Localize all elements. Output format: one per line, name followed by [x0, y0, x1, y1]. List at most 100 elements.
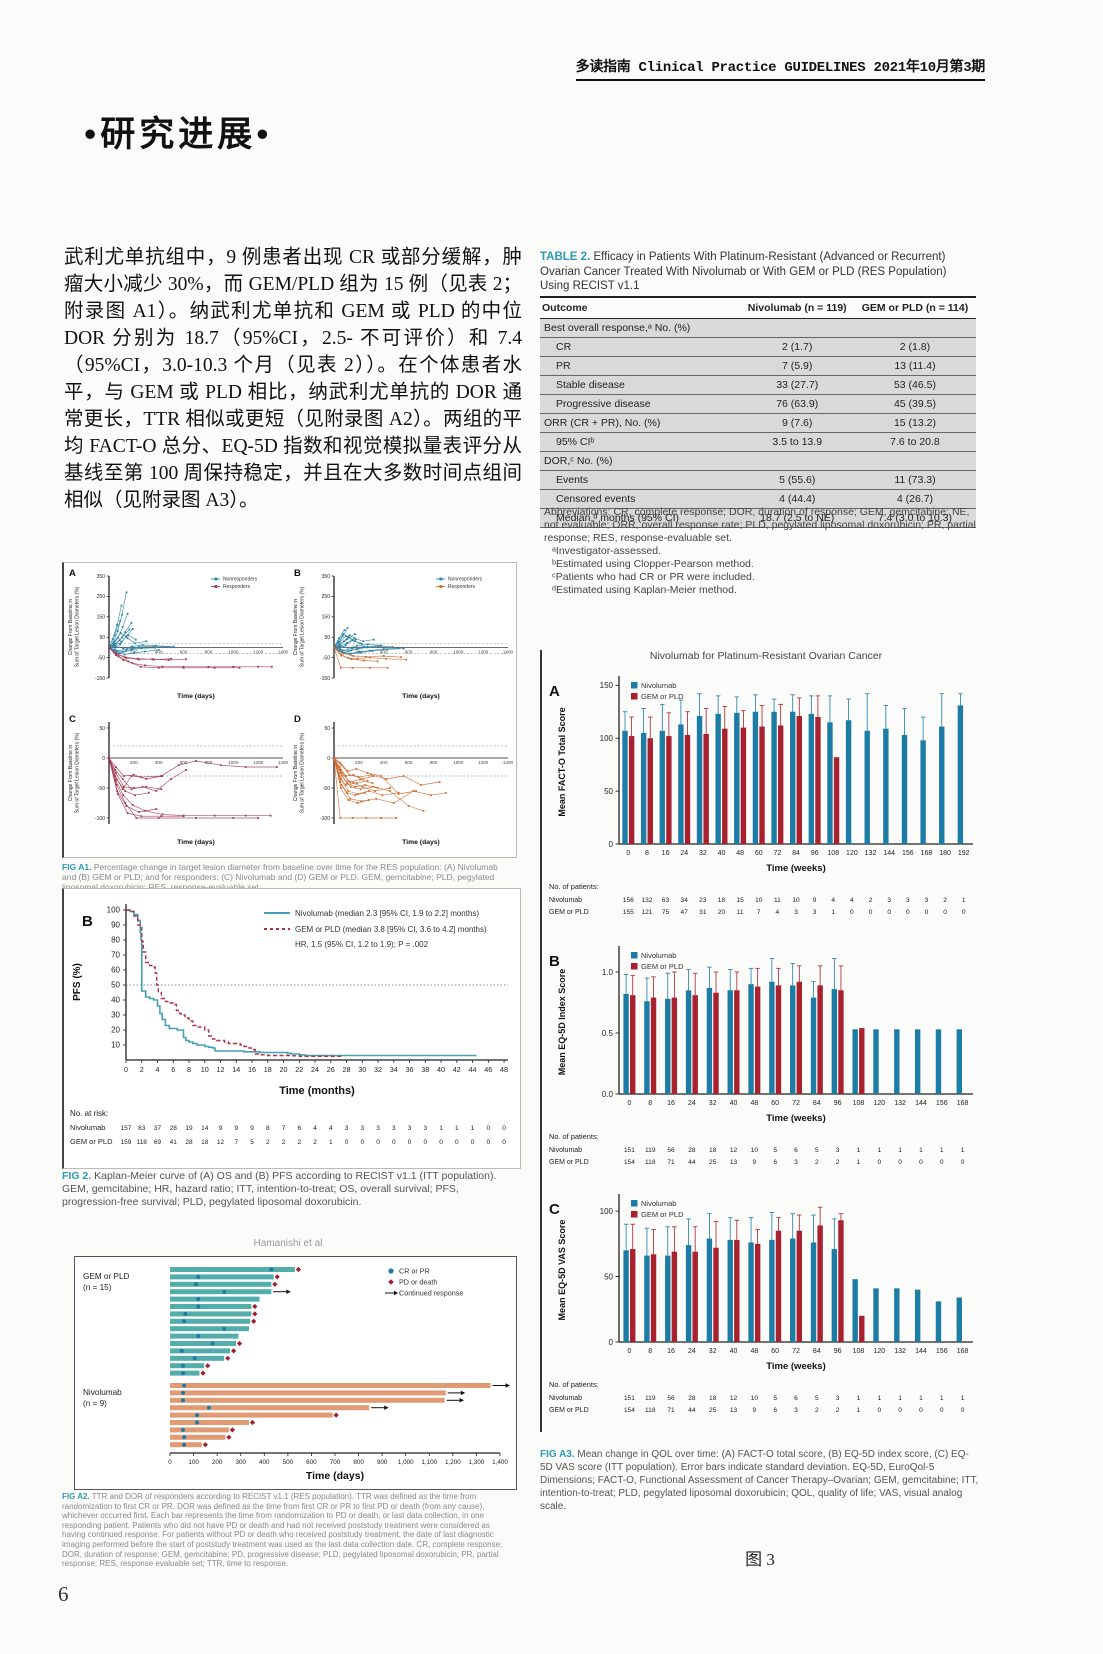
svg-text:0: 0: [327, 756, 330, 762]
svg-text:20: 20: [111, 1026, 120, 1035]
fig-a3-panel-a: A 0 50 100 150 0 8 16 24 32 40 48 60 72 84 96 108 120 132 1…: [545, 666, 987, 924]
svg-text:9: 9: [219, 1125, 223, 1132]
svg-text:24: 24: [688, 1348, 696, 1355]
svg-text:48: 48: [750, 1348, 758, 1355]
page-number: 6: [58, 1582, 69, 1606]
svg-text:GEM or PLD (median 3.8 [95% CI: GEM or PLD (median 3.8 [95% CI, 3.6 to 4…: [295, 925, 487, 934]
svg-text:6: 6: [171, 1065, 175, 1074]
svg-text:350: 350: [97, 574, 106, 580]
svg-text:18: 18: [709, 1147, 717, 1154]
svg-text:No. of patients:: No. of patients:: [549, 1380, 599, 1389]
svg-text:Nivolumab: Nivolumab: [70, 1123, 105, 1132]
svg-text:6: 6: [794, 1147, 798, 1154]
svg-text:0: 0: [887, 909, 891, 916]
fig-a3-title: Nivolumab for Platinum-Resistant Ovarian…: [649, 650, 883, 662]
svg-text:1400: 1400: [503, 649, 514, 654]
svg-text:1: 1: [919, 1147, 923, 1154]
svg-text:1400: 1400: [278, 649, 289, 654]
svg-text:100: 100: [188, 1459, 199, 1466]
fig-a2-caption: FIG A2. TTR and DOR of responders accord…: [62, 1492, 514, 1569]
svg-text:1000: 1000: [228, 649, 239, 654]
svg-text:118: 118: [137, 1139, 148, 1146]
svg-text:8: 8: [648, 1348, 652, 1355]
svg-text:600: 600: [405, 760, 413, 765]
svg-text:60: 60: [771, 1348, 779, 1355]
svg-text:1: 1: [961, 1147, 965, 1154]
svg-text:3: 3: [392, 1125, 396, 1132]
table2-title-text: Efficacy in Patients With Platinum-Resis…: [540, 251, 947, 292]
svg-text:Change From Baseline in: Change From Baseline in: [293, 599, 299, 656]
svg-text:0: 0: [360, 1139, 364, 1146]
svg-text:Change From Baseline in: Change From Baseline in: [293, 745, 299, 802]
svg-text:96: 96: [811, 850, 819, 857]
row-label: PR: [540, 356, 741, 376]
svg-text:0: 0: [943, 909, 947, 916]
svg-text:19: 19: [185, 1125, 193, 1132]
svg-text:Mean EQ-5D VAS Score: Mean EQ-5D VAS Score: [557, 1220, 567, 1321]
svg-text:56: 56: [667, 1147, 675, 1154]
svg-text:16: 16: [667, 1100, 675, 1107]
svg-text:Nivolumab: Nivolumab: [549, 1147, 582, 1154]
svg-text:25: 25: [709, 1159, 717, 1166]
svg-text:119: 119: [645, 1147, 656, 1154]
svg-text:10: 10: [755, 897, 763, 904]
fig-a2-caption-text: TTR and DOR of responders according to R…: [62, 1492, 503, 1569]
svg-text:-100: -100: [320, 816, 330, 822]
svg-text:63: 63: [662, 897, 670, 904]
section-title: •研究进展•: [84, 115, 273, 154]
svg-text:GEM or PLD: GEM or PLD: [549, 909, 589, 916]
svg-text:0: 0: [877, 1407, 881, 1414]
svg-text:10: 10: [111, 1041, 120, 1050]
cell-nivolumab: 2 (1.7): [740, 337, 854, 357]
svg-text:155: 155: [623, 909, 634, 916]
svg-text:GEM or PLD: GEM or PLD: [70, 1137, 113, 1146]
svg-text:150: 150: [322, 615, 331, 621]
svg-text:Continued response: Continued response: [399, 1289, 463, 1298]
svg-text:3: 3: [794, 1407, 798, 1414]
svg-text:50: 50: [604, 787, 613, 796]
row-label: ORR (CR + PR), No. (%): [540, 413, 741, 433]
table-footnote: ᵇEstimated using Clopper-Pearson method.: [552, 558, 754, 570]
svg-text:Nivolumab: Nivolumab: [641, 681, 676, 690]
row-label: Median,ᵈ months (95% CI): [540, 508, 741, 528]
col-outcome: Outcome: [540, 296, 741, 319]
table-row: DOR,ᶜ No. (%): [540, 451, 976, 471]
svg-text:0: 0: [376, 1139, 380, 1146]
fig-a2-caption-label: FIG A2.: [62, 1492, 90, 1501]
svg-text:4: 4: [313, 1125, 317, 1132]
svg-text:GEM or PLD: GEM or PLD: [83, 1272, 129, 1281]
svg-text:3: 3: [906, 897, 910, 904]
cell-gem-pld: 11 (73.3): [853, 470, 976, 490]
svg-text:PFS (%): PFS (%): [72, 963, 83, 1001]
svg-text:72: 72: [792, 1100, 800, 1107]
row-label: Censored events: [540, 489, 741, 509]
svg-text:400: 400: [155, 760, 163, 765]
svg-text:2: 2: [869, 897, 873, 904]
col-nivolumab: Nivolumab (n = 119): [740, 296, 854, 319]
table-row: Censored events 4 (44.4) 4 (26.7): [540, 489, 976, 509]
svg-text:0: 0: [102, 756, 105, 762]
fig-a1-panel-c-chart: C 50 0 -50 -100 200 400 600 800 1000 1200 1400 Time …: [68, 714, 289, 846]
cell-nivolumab: 76 (63.9): [740, 394, 854, 414]
svg-text:3: 3: [925, 897, 929, 904]
svg-text:0: 0: [898, 1407, 902, 1414]
svg-text:250: 250: [97, 594, 106, 600]
swimmer-chart: GEM or PLD (n = 15) Nivolumab (n = 9) 0 100 20…: [83, 1267, 511, 1482]
svg-text:800: 800: [205, 760, 213, 765]
svg-text:0: 0: [961, 1407, 965, 1414]
svg-text:9: 9: [234, 1125, 238, 1132]
fig-2-caption: FIG 2. Kaplan-Meier curve of (A) OS and …: [62, 1170, 514, 1209]
fig-a3-panel-b: B 0.0 0.5 1.0 0 8 16 24 32 40 48 60 72 84 96 108 120 132 1…: [545, 936, 987, 1172]
svg-text:12: 12: [217, 1139, 225, 1146]
svg-text:100: 100: [600, 1207, 614, 1216]
figure-3-label: 图 3: [745, 1550, 775, 1569]
svg-text:28: 28: [343, 1065, 351, 1074]
svg-text:250: 250: [322, 594, 331, 600]
svg-text:-50: -50: [98, 786, 105, 792]
svg-text:30: 30: [358, 1065, 366, 1074]
svg-text:9: 9: [250, 1125, 254, 1132]
svg-text:50: 50: [604, 1272, 613, 1281]
svg-text:600: 600: [180, 760, 188, 765]
svg-text:10: 10: [751, 1147, 759, 1154]
svg-text:90: 90: [111, 921, 120, 930]
